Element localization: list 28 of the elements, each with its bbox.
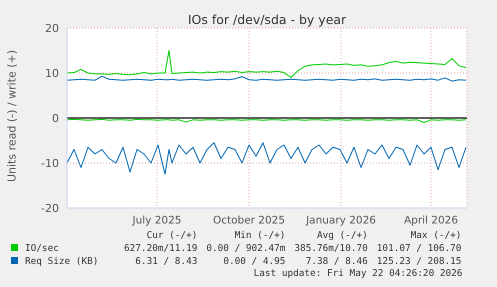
y-tick-label: 0 [52, 112, 59, 125]
text: Cur (-/+) [146, 229, 198, 242]
text: Max (-/+) [410, 229, 462, 242]
chart-title: IOs for /dev/sda - by year [188, 12, 346, 27]
text: 0.00 / 4.95 [222, 255, 286, 268]
legend-label: Req Size (KB) [24, 255, 100, 268]
text: 0.00 / 902.47m [205, 242, 286, 255]
text: 125.23 / 208.15 [376, 255, 462, 268]
text: 385.76m/10.70 [293, 242, 369, 255]
text: Avg (-/+) [316, 229, 369, 242]
line-series [67, 142, 466, 175]
y-tick-label: -20 [41, 202, 59, 215]
y-tick-label: 10 [45, 66, 59, 80]
line-series [67, 50, 466, 78]
x-tick-label: April 2026 [404, 214, 458, 226]
x-tick-label: October 2025 [212, 214, 286, 226]
legend-label: IO/sec [24, 242, 60, 255]
text: 6.31 / 8.43 [134, 255, 198, 268]
text: Last update: Fri May 22 04:26:20 2026 [252, 268, 462, 279]
y-tick-label: -10 [41, 156, 59, 170]
y-tick-label: 20 [45, 22, 59, 35]
text: Min (-/+) [234, 229, 286, 242]
text: 7.38 / 8.46 [304, 255, 369, 268]
y-axis-title: Units read (-) / write (+) [6, 50, 18, 182]
x-tick-label: January 2026 [305, 214, 376, 226]
text: 101.07 / 106.70 [376, 242, 462, 255]
x-tick-label: July 2025 [132, 214, 182, 226]
text: 627.20m/11.19 [123, 242, 198, 255]
